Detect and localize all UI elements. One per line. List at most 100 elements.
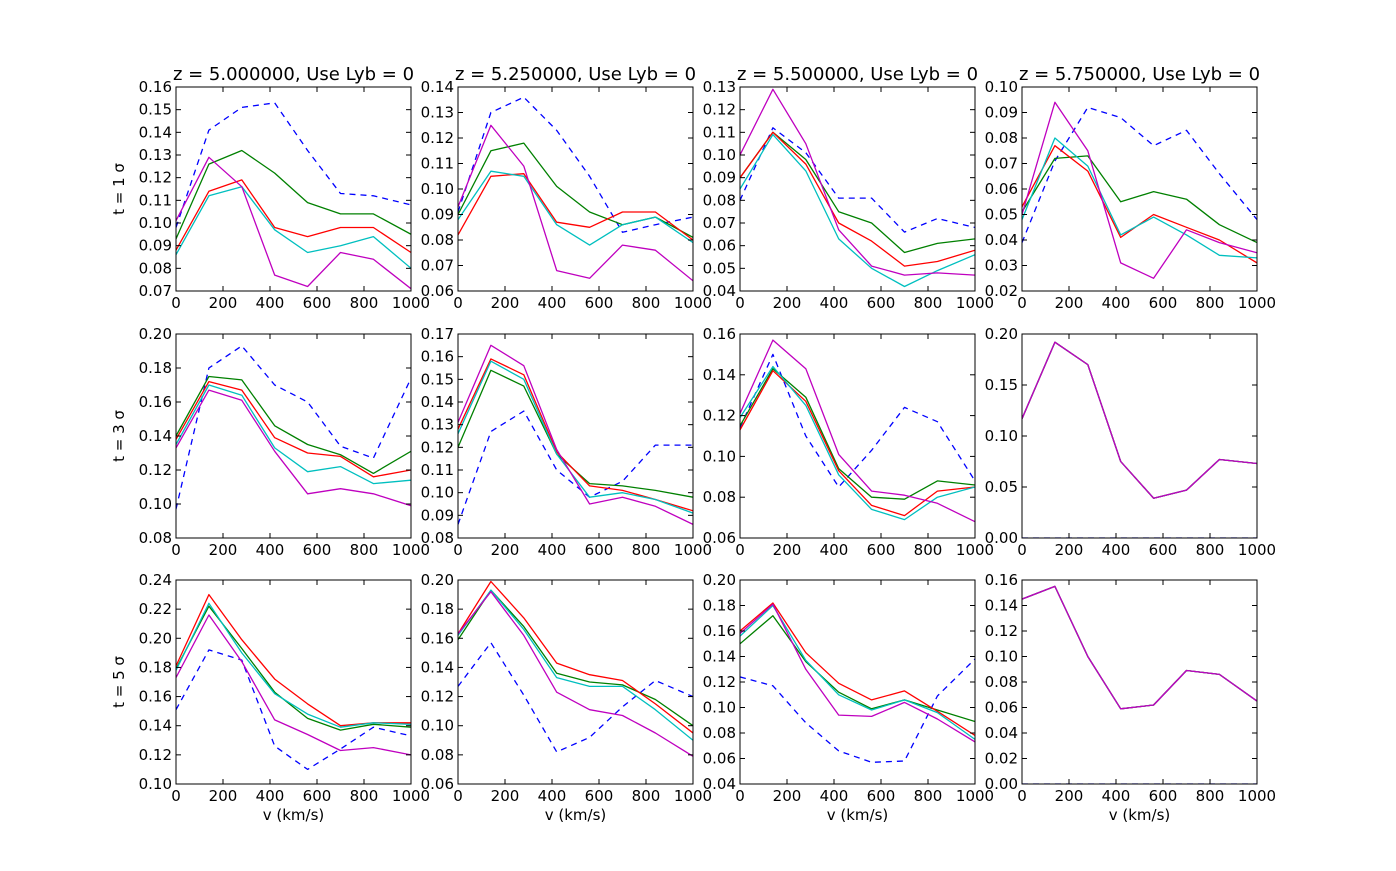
- x-tick-label: 600: [585, 294, 614, 312]
- series-line-red: [458, 580, 693, 734]
- y-tick-label: 0.18: [139, 359, 172, 377]
- y-tick-label: 0.02: [985, 282, 1018, 300]
- y-tick-label: 0.12: [139, 746, 172, 764]
- series-line-blue: [176, 345, 411, 510]
- x-tick-label: 1000: [674, 294, 712, 312]
- series-line-blue: [740, 127, 975, 233]
- y-tick-label: 0.13: [703, 78, 736, 96]
- x-tick-label: 200: [1055, 541, 1084, 559]
- series-line-cyan: [740, 365, 975, 521]
- x-tick-label: 800: [632, 541, 661, 559]
- x-tick-label: 1000: [956, 541, 994, 559]
- y-tick-label: 0.14: [139, 717, 172, 735]
- series-line-red: [740, 131, 975, 267]
- subplot-title: z = 5.250000, Use Lyb = 0: [455, 64, 696, 85]
- x-tick-label: 800: [914, 787, 943, 805]
- y-tick-label: 0.08: [703, 191, 736, 209]
- x-tick-label: 200: [491, 294, 520, 312]
- x-tick-label: 1000: [392, 294, 430, 312]
- x-tick-label: 600: [1149, 541, 1178, 559]
- series-line-magenta: [1022, 341, 1257, 499]
- y-tick-label: 0.10: [139, 495, 172, 513]
- x-tick-label: 0: [1017, 787, 1027, 805]
- series-line-blue: [458, 642, 693, 753]
- y-tick-label: 0.10: [703, 447, 736, 465]
- row-ylabel: t = 5 σ: [110, 656, 128, 708]
- series-line-green: [740, 131, 975, 254]
- x-axis-label: v (km/s): [263, 806, 325, 824]
- x-tick-label: 1000: [1238, 541, 1276, 559]
- x-tick-label: 1000: [392, 541, 430, 559]
- y-tick-label: 0.18: [139, 658, 172, 676]
- y-tick-label: 0.20: [139, 629, 172, 647]
- subplot: 0 200 400 600 800 1000 0.06 0.08 0.10 0.12 0.14 0.1…: [703, 325, 995, 559]
- axes-frame: [457, 333, 694, 539]
- series-line-cyan: [176, 186, 411, 269]
- series-line-green: [176, 605, 411, 731]
- y-tick-label: 0.16: [703, 325, 736, 343]
- x-tick-label: 600: [1149, 787, 1178, 805]
- x-tick-label: 200: [491, 787, 520, 805]
- y-tick-label: 0.11: [421, 155, 454, 173]
- axes-frame: [739, 333, 976, 539]
- x-tick-label: 400: [820, 294, 849, 312]
- x-axis-label: v (km/s): [1109, 806, 1171, 824]
- series-line-cyan: [458, 589, 693, 741]
- y-tick-label: 0.15: [985, 376, 1018, 394]
- x-tick-label: 0: [453, 787, 463, 805]
- y-tick-label: 0.08: [703, 724, 736, 742]
- y-tick-label: 0.06: [985, 180, 1018, 198]
- subplot: 0 200 400 600 800 1000 0.06 0.08 0.10 0.12 0.14 0.1…: [421, 571, 713, 805]
- series-line-red: [458, 358, 693, 512]
- x-tick-label: 1000: [956, 787, 994, 805]
- x-tick-label: 800: [1196, 787, 1225, 805]
- x-tick-label: 0: [453, 541, 463, 559]
- y-tick-label: 0.17: [421, 325, 454, 343]
- series-line-magenta: [176, 389, 411, 507]
- subplot: 0 200 400 600 800 1000 0.10 0.12 0.14 0.16 0.18 0.2…: [139, 571, 431, 805]
- y-tick-label: 0.08: [421, 231, 454, 249]
- x-tick-label: 0: [171, 541, 181, 559]
- series-line-green: [176, 375, 411, 475]
- series-line-cyan: [740, 604, 975, 740]
- y-tick-label: 0.07: [985, 155, 1018, 173]
- x-tick-label: 400: [256, 787, 285, 805]
- y-tick-label: 0.06: [421, 282, 454, 300]
- y-tick-label: 0.20: [421, 571, 454, 589]
- y-tick-label: 0.13: [139, 146, 172, 164]
- x-tick-label: 0: [735, 294, 745, 312]
- subplot: 0 200 400 600 800 1000 0.07 0.08 0.09 0.10 0.11 0.1…: [139, 78, 431, 312]
- series-line-magenta: [740, 88, 975, 276]
- series-line-red: [176, 179, 411, 254]
- series-line-cyan: [1022, 341, 1257, 499]
- series-line-cyan: [176, 602, 411, 728]
- y-tick-label: 0.08: [139, 259, 172, 277]
- y-tick-label: 0.10: [703, 146, 736, 164]
- x-tick-label: 600: [867, 787, 896, 805]
- series-line-green: [1022, 341, 1257, 499]
- y-tick-label: 0.04: [985, 724, 1018, 742]
- y-tick-label: 0.08: [985, 673, 1018, 691]
- y-tick-label: 0.05: [985, 206, 1018, 224]
- x-tick-label: 600: [303, 294, 332, 312]
- series-line-red: [1022, 341, 1257, 499]
- x-tick-label: 400: [538, 541, 567, 559]
- x-tick-label: 0: [735, 541, 745, 559]
- y-tick-label: 0.12: [421, 438, 454, 456]
- y-tick-label: 0.10: [985, 78, 1018, 96]
- axes-frame: [739, 86, 976, 292]
- x-tick-label: 200: [773, 294, 802, 312]
- x-tick-label: 1000: [392, 787, 430, 805]
- x-tick-label: 800: [350, 294, 379, 312]
- y-tick-label: 0.04: [985, 231, 1018, 249]
- y-tick-label: 0.09: [421, 206, 454, 224]
- series-line-cyan: [740, 133, 975, 288]
- y-tick-label: 0.12: [703, 407, 736, 425]
- y-tick-label: 0.16: [139, 688, 172, 706]
- series-line-magenta: [458, 344, 693, 525]
- y-tick-label: 0.08: [139, 529, 172, 547]
- y-tick-label: 0.14: [703, 366, 736, 384]
- x-tick-label: 400: [1102, 294, 1131, 312]
- x-tick-label: 600: [1149, 294, 1178, 312]
